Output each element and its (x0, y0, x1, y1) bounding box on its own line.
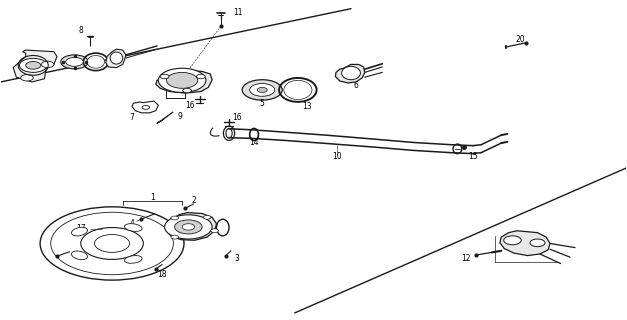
Text: 5: 5 (260, 99, 265, 108)
Circle shape (40, 207, 184, 280)
Text: 13: 13 (302, 102, 312, 111)
Text: 19: 19 (181, 217, 190, 226)
Text: 15: 15 (468, 152, 478, 161)
Circle shape (171, 235, 178, 239)
Text: 16: 16 (186, 101, 195, 110)
Circle shape (41, 61, 54, 68)
Ellipse shape (110, 52, 123, 64)
Ellipse shape (125, 224, 142, 231)
Ellipse shape (342, 66, 361, 80)
Polygon shape (156, 70, 212, 93)
Ellipse shape (87, 55, 105, 68)
Polygon shape (13, 50, 57, 82)
Circle shape (159, 68, 206, 92)
Ellipse shape (284, 80, 312, 100)
Circle shape (19, 58, 47, 72)
Circle shape (142, 106, 150, 109)
Text: 8: 8 (78, 27, 83, 36)
Text: 18: 18 (157, 269, 167, 279)
Circle shape (250, 84, 275, 96)
Text: 6: 6 (354, 81, 359, 90)
Circle shape (182, 88, 191, 93)
Text: 3: 3 (234, 254, 240, 263)
Circle shape (61, 55, 88, 69)
Circle shape (26, 61, 41, 69)
Circle shape (161, 74, 169, 79)
Text: 12: 12 (461, 254, 470, 263)
Text: 4: 4 (130, 219, 135, 228)
Text: 2: 2 (191, 196, 196, 205)
Circle shape (257, 87, 267, 92)
Text: 17: 17 (76, 224, 85, 233)
Circle shape (242, 80, 282, 100)
Text: 10: 10 (332, 152, 342, 161)
Ellipse shape (71, 227, 88, 236)
Text: 20: 20 (515, 35, 525, 44)
Polygon shape (106, 49, 126, 68)
Polygon shape (167, 212, 216, 240)
Circle shape (203, 215, 211, 219)
Polygon shape (335, 64, 365, 83)
Circle shape (165, 215, 212, 239)
Circle shape (167, 72, 198, 88)
Text: 9: 9 (178, 112, 182, 121)
Text: 11: 11 (234, 8, 243, 17)
Text: 1: 1 (150, 193, 155, 202)
Circle shape (174, 220, 202, 234)
Text: 16: 16 (233, 114, 242, 123)
Text: 7: 7 (130, 113, 135, 122)
Circle shape (66, 57, 83, 66)
Polygon shape (500, 231, 550, 256)
Ellipse shape (125, 256, 142, 263)
Circle shape (211, 229, 218, 233)
Text: 14: 14 (250, 138, 259, 147)
Circle shape (182, 224, 194, 230)
Circle shape (171, 216, 178, 220)
Circle shape (21, 75, 33, 81)
Circle shape (196, 74, 205, 79)
Polygon shape (132, 101, 159, 113)
Ellipse shape (216, 219, 229, 236)
Circle shape (503, 236, 521, 245)
Circle shape (530, 239, 545, 247)
Ellipse shape (71, 251, 88, 260)
